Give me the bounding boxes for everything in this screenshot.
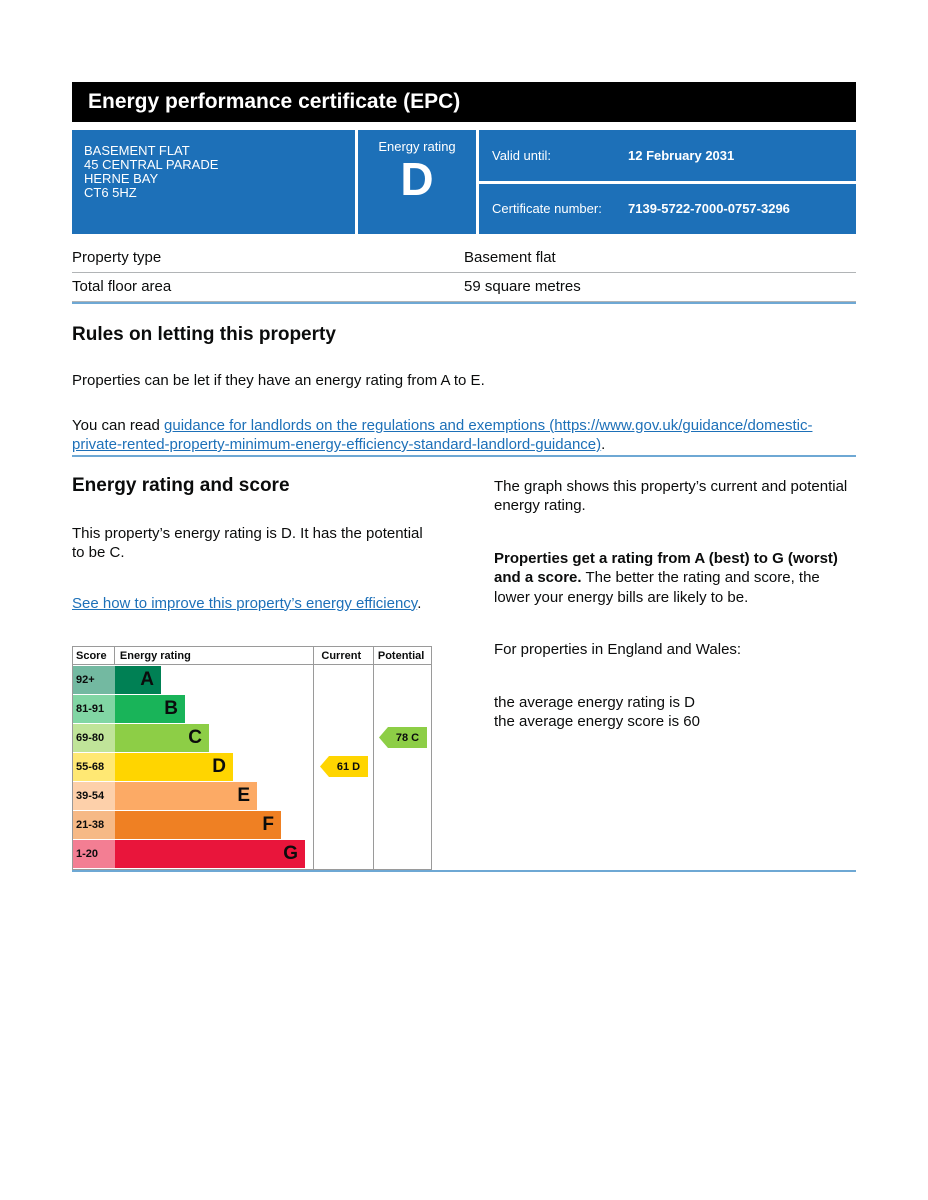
address-line: CT6 5HZ [84, 185, 137, 201]
certificate-number-row: Certificate number: 7139-5722-7000-0757-… [479, 183, 856, 234]
graph-intro-paragraph: The graph shows this property’s current … [494, 477, 848, 515]
graph-body: 92+ A 81-91 B 69-80 C 55-68 D 39-54 E 21-38 F 1-20 G 6… [73, 665, 431, 868]
improve-suffix: . [417, 594, 422, 612]
potential-column-header: Potential [377, 649, 425, 662]
band-bar: A [115, 666, 161, 694]
current-rating-marker: 61 D [320, 756, 368, 777]
rating-left-column: Energy rating and score This property’s … [72, 474, 432, 870]
section-divider [72, 870, 856, 872]
certificate-meta: Valid until: 12 February 2031 Certificat… [479, 130, 856, 234]
rating-intro: This property’s energy rating is D. It h… [72, 524, 423, 562]
band-bar: F [115, 811, 281, 839]
graph-header-row: Score Energy rating Current Potential [73, 647, 431, 665]
band-score-range: 55-68 [73, 753, 115, 781]
energy-rating-label: Energy rating [378, 139, 456, 154]
band-score-range: 39-54 [73, 782, 115, 810]
band-bar: E [115, 782, 257, 810]
current-column-header: Current [321, 649, 362, 662]
band-score-range: 1-20 [73, 840, 115, 868]
address-line: 45 CENTRAL PARADE [84, 157, 219, 173]
potential-column-separator [373, 647, 374, 869]
rating-explanation-bold: Properties get a rating from A (best) to… [494, 549, 838, 587]
landlord-guidance-link[interactable]: guidance for landlords on the regulation… [72, 416, 813, 454]
floor-area-label: Total floor area [72, 278, 172, 295]
energy-rating-section: Energy rating and score This property’s … [72, 474, 856, 871]
property-details-table: Property type Basement flat Total floor … [72, 244, 856, 302]
rules-paragraph: Properties can be let if they have an en… [72, 372, 485, 389]
rating-column-header: Energy rating [119, 649, 191, 662]
section-divider [72, 454, 856, 457]
property-address: BASEMENT FLAT 45 CENTRAL PARADE HERNE BA… [72, 130, 355, 234]
document-title-bar: Energy performance certificate (EPC) [72, 82, 856, 122]
property-type-value: Basement flat [464, 249, 556, 266]
epc-band-row-g: 1-20 G [73, 840, 431, 868]
certificate-number-value: 7139-5722-7000-0757-3296 [628, 201, 790, 217]
energy-rating-value: D [400, 153, 434, 205]
score-column-header: Score [73, 647, 115, 664]
band-bar: G [115, 840, 305, 868]
property-type-label: Property type [72, 249, 162, 266]
band-score-range: 92+ [73, 666, 115, 694]
energy-rating-box: Energy rating D [358, 130, 476, 234]
table-row: Total floor area 59 square metres [72, 273, 856, 302]
energy-rating-graph: Score Energy rating Current Potential 92… [72, 646, 432, 870]
rating-explanation-paragraph: Properties get a rating from A (best) to… [494, 549, 856, 608]
average-rating-line: the average energy rating is D [494, 693, 695, 711]
rating-explanation-rest: The better the rating and score, the low… [494, 569, 820, 606]
section-divider [72, 302, 856, 304]
floor-area-value: 59 square metres [464, 278, 581, 295]
guidance-paragraph: You can read guidance for landlords on t… [72, 416, 856, 455]
valid-until-label: Valid until: [492, 147, 552, 163]
averages-paragraph: the average energy rating is D the averag… [494, 693, 856, 732]
epc-band-row-b: 81-91 B [73, 695, 431, 723]
address-line: HERNE BAY [84, 171, 159, 187]
summary-banner: BASEMENT FLAT 45 CENTRAL PARADE HERNE BA… [72, 130, 856, 234]
band-score-range: 81-91 [73, 695, 115, 723]
table-row: Property type Basement flat [72, 244, 856, 273]
improve-efficiency-link[interactable]: See how to improve this property’s energ… [72, 594, 418, 612]
address-line: BASEMENT FLAT [84, 143, 190, 158]
valid-until-row: Valid until: 12 February 2031 [479, 130, 856, 181]
valid-until-value: 12 February 2031 [628, 147, 735, 163]
rules-section: Rules on letting this property Propertie… [72, 324, 856, 455]
certificate-number-label: Certificate number: [492, 201, 602, 217]
guidance-prefix: You can read [72, 416, 165, 434]
epc-band-row-a: 92+ A [73, 666, 431, 694]
page-title: Energy performance certificate (EPC) [88, 90, 461, 113]
potential-rating-marker: 78 C [379, 727, 427, 748]
band-bar: B [115, 695, 185, 723]
current-column-separator [313, 647, 314, 869]
improve-paragraph: See how to improve this property’s energ… [72, 594, 432, 614]
band-score-range: 21-38 [73, 811, 115, 839]
epc-band-row-f: 21-38 F [73, 811, 431, 839]
rating-right-column: The graph shows this property’s current … [494, 475, 856, 871]
rating-heading: Energy rating and score [72, 474, 290, 496]
band-bar: C [115, 724, 209, 752]
epc-band-row-d: 55-68 D [73, 753, 431, 781]
epc-document: Energy performance certificate (EPC) BAS… [72, 0, 856, 872]
band-score-range: 69-80 [73, 724, 115, 752]
epc-band-row-c: 69-80 C [73, 724, 431, 752]
average-score-line: the average energy score is 60 [494, 713, 700, 730]
england-wales-paragraph: For properties in England and Wales: [494, 641, 742, 658]
guidance-suffix: . [601, 436, 606, 453]
rules-heading: Rules on letting this property [72, 324, 336, 345]
epc-band-row-e: 39-54 E [73, 782, 431, 810]
band-bar: D [115, 753, 233, 781]
